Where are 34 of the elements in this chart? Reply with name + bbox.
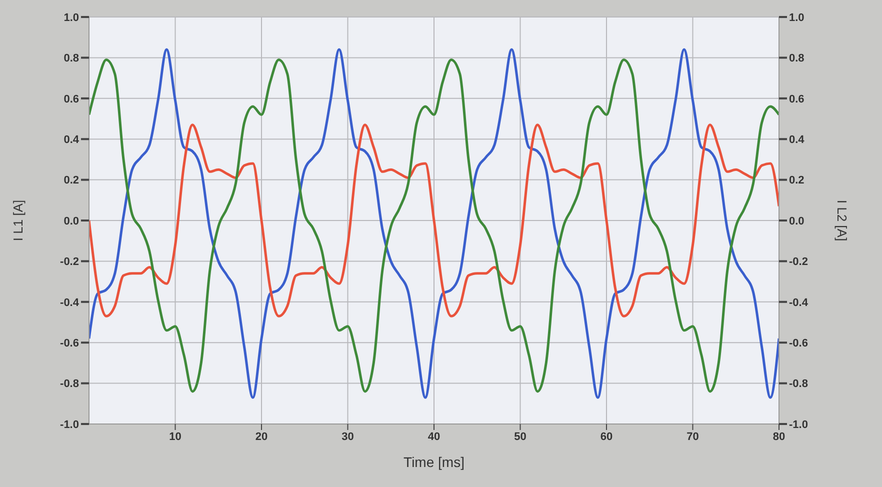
x-axis-title: Time [ms]	[404, 454, 464, 470]
x-tick-label: 10	[169, 430, 182, 443]
x-tick-label: 30	[342, 430, 354, 443]
y-tick-label: 0.4	[64, 134, 80, 146]
y-tick-label: 0.0	[64, 215, 79, 228]
y-tick-label: 0.2	[64, 174, 79, 187]
y2-axis-title: I L2 [A]	[834, 200, 850, 242]
y-tick-label: 0.6	[64, 93, 79, 106]
y-tick-label: 0.8	[64, 52, 79, 65]
y2-tick-label: 0.6	[789, 93, 804, 106]
y-tick-label: -0.4	[60, 296, 80, 309]
x-tick-label: 40	[428, 430, 440, 443]
x-tick-label: 50	[514, 430, 526, 443]
y-tick-label: -0.8	[60, 378, 79, 390]
x-tick-label: 80	[772, 430, 786, 443]
y2-tick-label: -0.2	[789, 256, 808, 268]
y-tick-label: -0.6	[60, 338, 79, 350]
y2-tick-label: -0.6	[789, 338, 808, 350]
y-axis-title: I L1 [A]	[10, 200, 26, 242]
y2-tick-label: 1.0	[789, 12, 804, 24]
y2-tick-label: 0.2	[789, 174, 804, 187]
y-tick-label: 1.0	[64, 12, 79, 24]
y-tick-label: -0.2	[60, 256, 79, 268]
line-series	[89, 124, 779, 318]
y2-tick-label: -1.0	[789, 418, 808, 431]
y2-tick-label: 0.8	[789, 52, 804, 65]
x-tick-label: 20	[255, 430, 268, 443]
x-tick-label: 70	[686, 430, 699, 443]
y2-tick-label: 0.0	[789, 215, 804, 228]
x-tick-label: 60	[600, 430, 613, 443]
y2-tick-label: 0.4	[789, 134, 806, 146]
y-tick-label: -1.0	[60, 418, 79, 431]
y2-tick-label: -0.4	[789, 296, 809, 309]
y2-tick-label: -0.8	[789, 378, 808, 390]
